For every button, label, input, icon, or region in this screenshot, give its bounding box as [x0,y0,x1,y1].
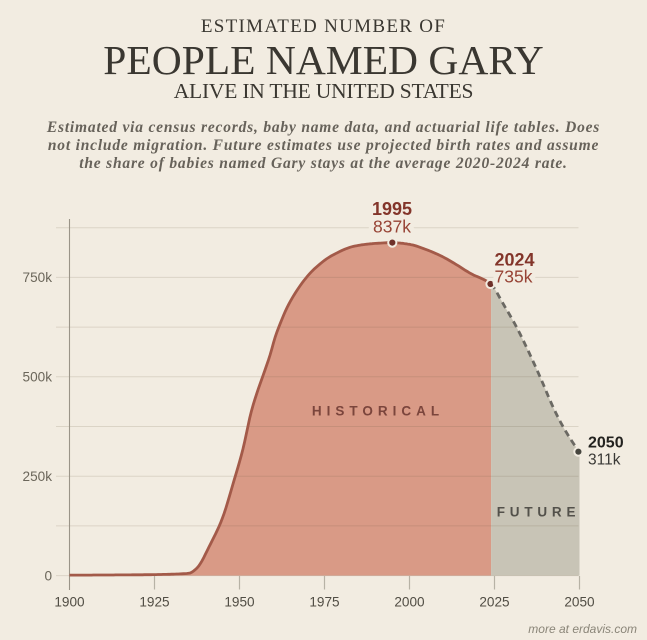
svg-text:500k: 500k [23,370,53,385]
svg-text:2050: 2050 [564,595,595,610]
svg-text:0: 0 [44,568,52,583]
svg-text:750k: 750k [23,270,53,285]
svg-text:250k: 250k [23,469,53,484]
svg-text:311k: 311k [588,452,621,469]
svg-text:837k: 837k [373,217,411,237]
svg-text:2025: 2025 [479,595,509,610]
svg-text:1950: 1950 [224,595,255,610]
svg-text:HISTORICAL: HISTORICAL [312,404,444,419]
svg-text:1925: 1925 [139,595,169,610]
svg-text:1975: 1975 [309,595,339,610]
svg-text:2000: 2000 [394,595,425,610]
svg-text:1900: 1900 [54,595,85,610]
svg-text:2050: 2050 [588,435,624,452]
svg-text:FUTURE: FUTURE [497,505,581,520]
svg-text:735k: 735k [495,267,533,287]
